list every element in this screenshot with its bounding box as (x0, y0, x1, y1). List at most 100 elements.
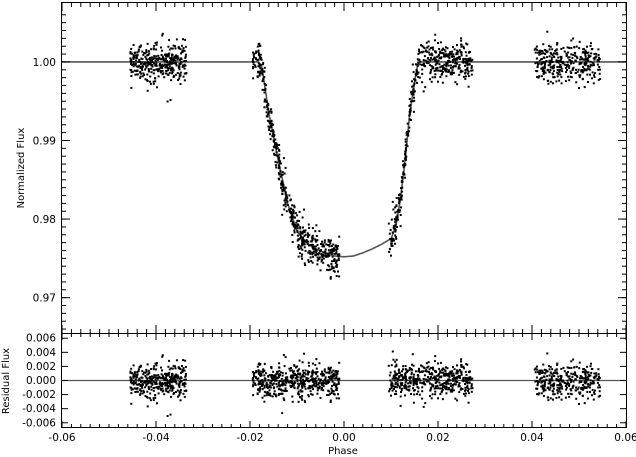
residual-point (433, 387, 436, 390)
flux-point (294, 224, 297, 226)
flux-point (597, 68, 600, 71)
flux-point (440, 56, 443, 59)
flux-point (307, 261, 310, 263)
flux-point (285, 193, 288, 196)
top-panel-data-points (129, 30, 602, 280)
flux-point (258, 44, 261, 47)
flux-point (569, 75, 572, 78)
residual-point (295, 376, 298, 379)
residual-point (149, 378, 152, 381)
flux-point (178, 63, 181, 66)
residual-point (462, 376, 465, 379)
flux-point (404, 150, 407, 153)
residual-point (145, 370, 148, 373)
flux-point (281, 190, 284, 193)
residual-point (269, 386, 272, 389)
residual-point (321, 370, 323, 373)
residual-point (170, 387, 172, 390)
flux-point (284, 166, 287, 169)
residual-point (285, 381, 288, 384)
residual-point (292, 383, 295, 385)
flux-point (144, 68, 147, 71)
residual-point (301, 394, 304, 397)
flux-point (258, 42, 261, 45)
flux-point (290, 210, 293, 213)
flux-point (316, 253, 319, 256)
flux-point (161, 34, 164, 37)
residual-point (570, 389, 573, 392)
flux-point (178, 77, 181, 80)
residual-point (172, 386, 175, 389)
flux-point (308, 227, 311, 229)
flux-point (427, 57, 430, 60)
residual-point (540, 372, 543, 374)
residual-point (452, 379, 455, 382)
residual-point (273, 390, 276, 393)
flux-point (395, 216, 398, 219)
residual-point (445, 374, 448, 377)
residual-point (254, 382, 257, 385)
flux-point (180, 52, 182, 55)
residual-point (398, 368, 400, 371)
residual-point (570, 378, 573, 381)
flux-point (589, 55, 592, 58)
residual-point (182, 392, 185, 395)
flux-point (309, 252, 312, 255)
residual-point (174, 365, 176, 368)
flux-point (277, 167, 280, 170)
flux-point (566, 46, 569, 49)
flux-point (326, 268, 329, 271)
flux-point (165, 72, 168, 75)
flux-point (161, 55, 164, 58)
residual-point (568, 385, 571, 387)
residual-point (573, 366, 576, 369)
residual-point (416, 379, 419, 382)
residual-point (445, 380, 448, 383)
flux-point (322, 257, 325, 260)
residual-point (162, 383, 165, 386)
residual-point (551, 368, 554, 371)
flux-point (454, 59, 457, 62)
residual-point (560, 367, 563, 370)
flux-point (323, 239, 326, 242)
flux-point (578, 47, 581, 50)
flux-point (411, 85, 414, 88)
flux-point (400, 179, 403, 182)
flux-point (448, 54, 451, 57)
residual-point (536, 393, 539, 396)
residual-point (595, 374, 598, 377)
flux-point (144, 55, 147, 58)
residual-point (403, 387, 406, 390)
residual-point (552, 385, 555, 388)
flux-point (460, 52, 463, 55)
residual-point (316, 383, 319, 386)
residual-point (156, 377, 159, 380)
flux-point (554, 52, 557, 55)
flux-point (390, 244, 393, 247)
residual-point (168, 368, 171, 371)
residual-point (584, 371, 586, 374)
residual-point (309, 390, 312, 393)
residual-point (263, 384, 266, 387)
flux-point (460, 54, 463, 57)
residual-point (303, 352, 305, 355)
flux-point (291, 211, 294, 214)
flux-point (278, 165, 280, 168)
flux-point (464, 77, 467, 80)
flux-point (151, 61, 154, 64)
flux-point (551, 60, 554, 63)
flux-point (307, 259, 310, 262)
residual-point (429, 382, 431, 385)
flux-point (591, 61, 594, 64)
residual-point (333, 375, 335, 377)
residual-point (301, 375, 304, 378)
bottom-y-tick-label: 0.002 (26, 361, 56, 373)
flux-point (180, 44, 183, 47)
residual-point (263, 369, 266, 372)
flux-point (568, 46, 571, 49)
residual-point (318, 382, 320, 385)
residual-point (558, 396, 561, 399)
flux-point (314, 238, 317, 241)
residual-point (457, 383, 460, 386)
residual-point (311, 386, 314, 389)
